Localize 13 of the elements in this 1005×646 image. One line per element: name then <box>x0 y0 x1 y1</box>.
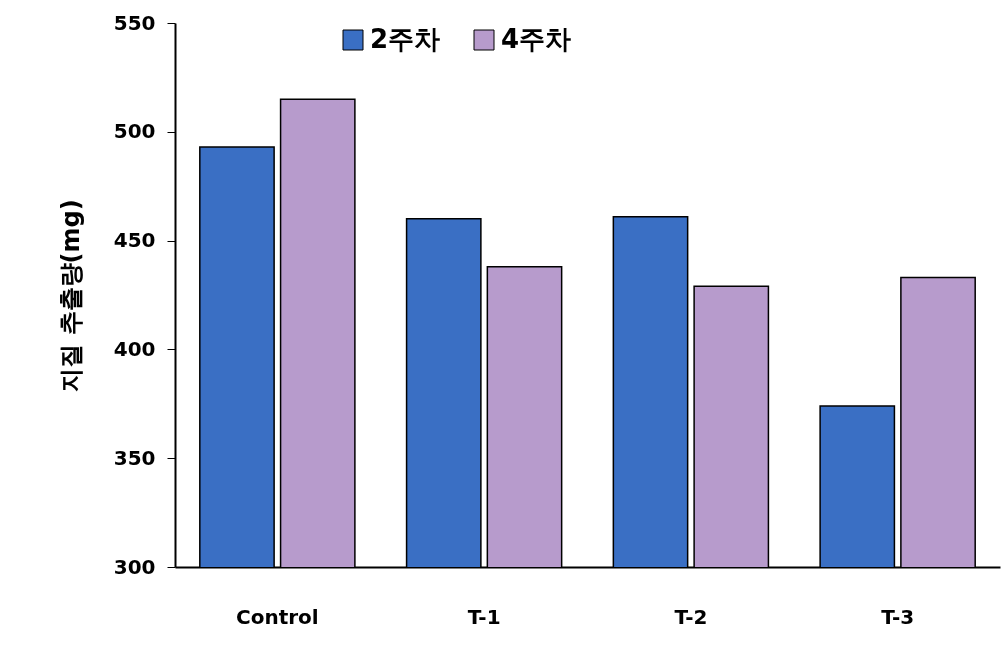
y-axis-title: 지질 추출량(mg) <box>56 199 85 392</box>
legend-label: 2주차 <box>370 24 441 54</box>
legend-label: 4주차 <box>501 24 572 54</box>
y-tick-label: 350 <box>113 445 156 470</box>
x-tick-label: Control <box>236 604 319 629</box>
y-tick-label: 550 <box>113 10 156 35</box>
x-tick-label: T-3 <box>881 604 915 629</box>
y-tick-label: 500 <box>113 119 156 144</box>
y-tick-label: 400 <box>113 336 156 361</box>
y-tick-label: 450 <box>113 228 156 253</box>
x-tick-label: T-1 <box>467 604 501 629</box>
y-tick-label: 300 <box>113 554 156 579</box>
x-tick-label: T-2 <box>674 604 708 629</box>
